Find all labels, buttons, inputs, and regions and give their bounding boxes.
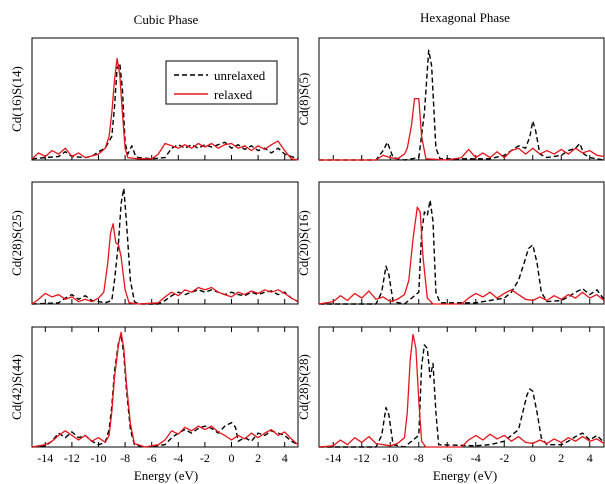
series-line-unrelaxed xyxy=(31,187,299,305)
series-line-relaxed xyxy=(31,331,299,448)
x-tick-label: -8 xyxy=(414,451,424,465)
series-line-relaxed xyxy=(319,97,605,161)
x-tick-label: 2 xyxy=(558,451,564,465)
panel-frame xyxy=(31,326,299,448)
column-title-cubic: Cubic Phase xyxy=(134,12,199,27)
series-line-unrelaxed xyxy=(31,62,299,160)
series-line-unrelaxed xyxy=(319,344,605,448)
legend-label-relaxed: relaxed xyxy=(214,87,253,102)
panel-hex-2: Cd(20)S(16) xyxy=(296,181,605,305)
panel-frame xyxy=(318,181,605,305)
series-line-unrelaxed xyxy=(319,199,605,305)
x-tick-label: -10 xyxy=(91,451,107,465)
series-line-relaxed xyxy=(31,223,299,305)
x-tick-label: -6 xyxy=(147,451,157,465)
legend-label-unrelaxed: unrelaxed xyxy=(214,68,266,83)
x-tick-label: 4 xyxy=(282,451,288,465)
series-line-unrelaxed xyxy=(319,49,605,161)
panel-hex-3: -14 -12 -10 -8 -6 -4 -2 0 2 4 Cd(28)S(28) xyxy=(296,326,605,465)
y-axis-label: Cd(16)S(14) xyxy=(9,66,24,132)
y-axis-label: Cd(28)S(28) xyxy=(296,354,311,420)
x-axis-label-hexagonal: Energy (eV) xyxy=(433,468,497,483)
x-tick-label: -12 xyxy=(64,451,80,465)
x-tick-label: -14 xyxy=(325,451,341,465)
x-tick-label: -10 xyxy=(382,451,398,465)
panel-frame xyxy=(318,37,605,161)
x-tick-label: 2 xyxy=(255,451,261,465)
y-axis-label: Cd(8)S(5) xyxy=(296,73,311,126)
x-axis-label-cubic: Energy (eV) xyxy=(134,468,198,483)
y-axis-label: Cd(28)S(25) xyxy=(9,210,24,276)
x-tick-label: -4 xyxy=(471,451,481,465)
x-tick-label: -4 xyxy=(173,451,183,465)
panel-frame xyxy=(318,326,605,448)
series-line-relaxed xyxy=(318,333,605,448)
series-line-unrelaxed xyxy=(31,333,299,448)
panel-cubic-1: Cd(16)S(14) xyxy=(9,37,299,161)
panels-group: Cd(16)S(14) Cd(8)S(5) Cd(28)S(25) Cd(20)S(1… xyxy=(9,37,605,465)
series-line-relaxed xyxy=(318,206,605,305)
legend: unrelaxed relaxed xyxy=(165,60,278,105)
x-tick-label: -12 xyxy=(354,451,370,465)
series-line-relaxed xyxy=(31,57,299,161)
panel-hex-1: Cd(8)S(5) xyxy=(296,37,605,161)
y-axis-label: Cd(20)S(16) xyxy=(296,210,311,276)
panel-frame xyxy=(31,181,299,305)
x-tick-label: -2 xyxy=(499,451,509,465)
x-tick-label: -6 xyxy=(442,451,452,465)
x-tick-label: -14 xyxy=(37,451,53,465)
x-tick-label: -2 xyxy=(200,451,210,465)
x-tick-label: 0 xyxy=(530,451,536,465)
y-axis-label: Cd(42)S(44) xyxy=(9,354,24,420)
legend-box xyxy=(165,60,278,105)
x-tick-label: -8 xyxy=(120,451,130,465)
panel-cubic-2: Cd(28)S(25) xyxy=(9,181,299,305)
x-tick-label: 0 xyxy=(229,451,235,465)
panel-frame xyxy=(31,37,299,161)
column-title-hexagonal: Hexagonal Phase xyxy=(420,10,510,25)
x-tick-label: 4 xyxy=(587,451,593,465)
panel-cubic-3: -14 -12 -10 -8 -6 -4 -2 0 2 4 Cd(42)S(44) xyxy=(9,326,299,465)
